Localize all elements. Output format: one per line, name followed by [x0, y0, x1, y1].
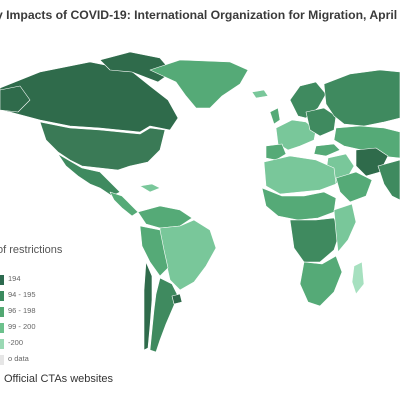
legend-item: -200 — [0, 338, 70, 350]
legend-label: o data — [8, 354, 29, 363]
legend-swatch — [0, 339, 4, 349]
east-africa-region — [333, 203, 357, 253]
legend-label: 94 - 195 — [8, 290, 36, 299]
iberia-region — [265, 143, 287, 161]
eastern-europe-region — [305, 107, 337, 137]
legend-item: o data — [0, 354, 70, 366]
source-note: Official CTAs websites — [4, 373, 114, 385]
southern-africa-region — [299, 255, 343, 307]
brazil-region — [159, 219, 217, 291]
legend-item: 94 - 195 — [0, 290, 70, 302]
uk-region — [269, 107, 281, 125]
legend-item: 99 - 200 — [0, 322, 70, 334]
central-asia-region — [333, 125, 400, 159]
legend-label: 96 - 198 — [8, 306, 36, 315]
legend-swatch — [0, 355, 4, 365]
scandinavia-region — [289, 81, 327, 119]
chile-region — [143, 261, 153, 351]
turkey-region — [313, 143, 341, 157]
central-america-region — [109, 191, 139, 217]
legend-swatch — [0, 275, 4, 285]
south-asia-region — [377, 159, 400, 201]
russia-region — [323, 69, 400, 127]
legend-item: 194 — [0, 274, 70, 286]
greenland-region — [149, 59, 249, 109]
uruguay-region — [171, 293, 183, 305]
legend-label: -200 — [8, 338, 24, 347]
caribbean-region — [139, 183, 161, 193]
colombia-venezuela-region — [137, 205, 193, 229]
sahel-region — [261, 187, 337, 221]
argentina-region — [149, 277, 179, 353]
map-title: y Impacts of COVID-19: International Org… — [0, 8, 398, 22]
usa-region — [39, 121, 166, 171]
madagascar-region — [351, 261, 365, 295]
legend-label: 99 - 200 — [8, 322, 36, 331]
iceland-region — [251, 89, 269, 99]
legend-title: of restrictions — [0, 244, 63, 256]
peru-bolivia-region — [139, 225, 169, 277]
legend-swatch — [0, 291, 4, 301]
arabian-peninsula-region — [335, 171, 373, 203]
legend-swatch — [0, 307, 4, 317]
alaska-region — [0, 85, 31, 113]
legend-label: 194 — [8, 274, 21, 283]
north-africa-region — [263, 155, 337, 195]
legend-item: 96 - 198 — [0, 306, 70, 318]
legend-swatch — [0, 323, 4, 333]
central-africa-region — [289, 217, 341, 263]
